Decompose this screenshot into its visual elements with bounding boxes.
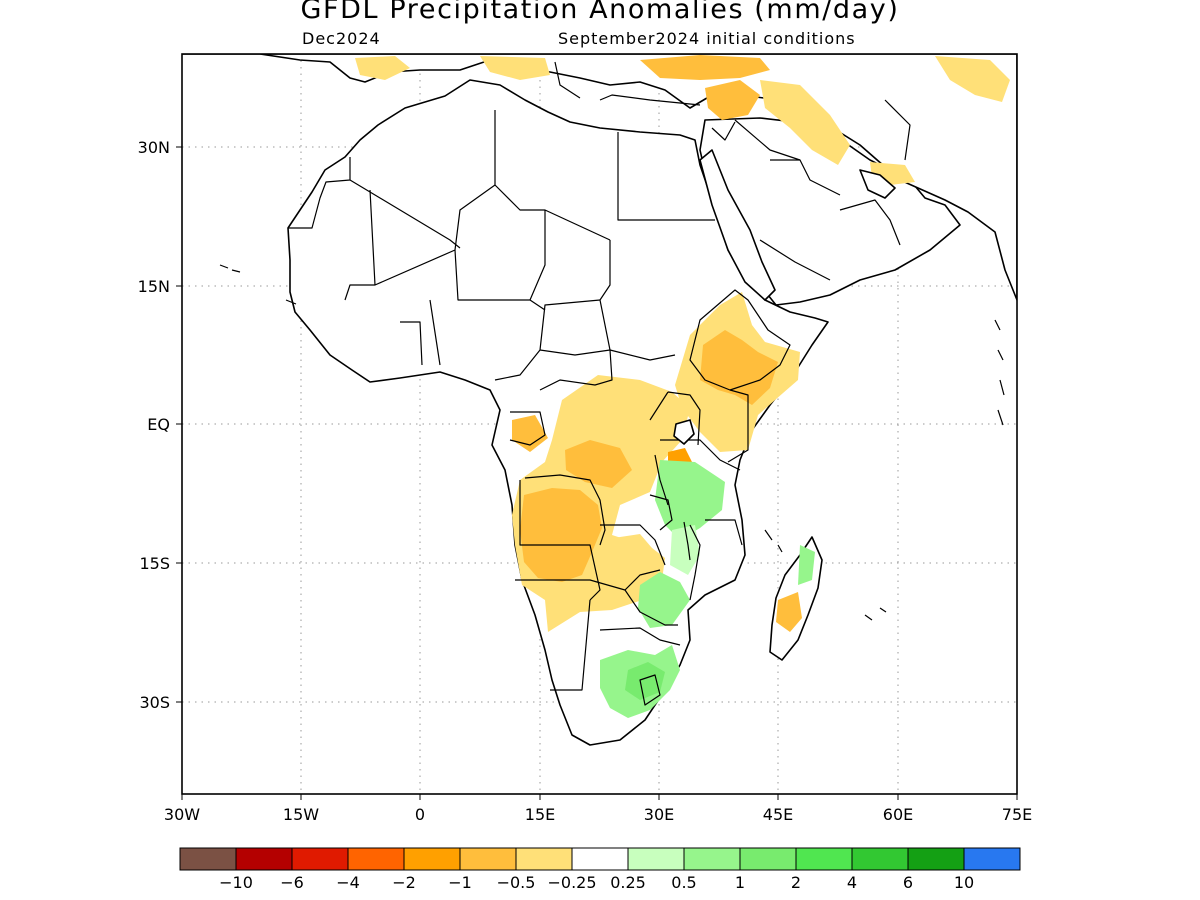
eurasia-landmass xyxy=(182,54,1017,301)
legend-label: 0.5 xyxy=(671,873,696,892)
axis-ticks xyxy=(176,146,1018,800)
y-tick-label: 30N xyxy=(138,138,170,157)
anomaly-dry-angola-inner xyxy=(520,488,602,582)
anomaly-wet-east-south-africa-core xyxy=(625,662,665,700)
anomaly-dry-turkey xyxy=(640,55,770,80)
x-tick-label: 30W xyxy=(164,805,200,824)
country-borders xyxy=(288,61,911,706)
anomaly-wet-mozambique xyxy=(638,572,690,628)
legend-swatch xyxy=(403,847,461,871)
legend-label: −4 xyxy=(336,873,360,892)
persian-gulf xyxy=(859,169,896,199)
comoros-islands xyxy=(764,529,783,553)
anomaly-dry-levant xyxy=(705,80,760,120)
legend-swatch xyxy=(739,847,797,871)
lake-malawi xyxy=(683,521,691,561)
x-tick-labels: 30W 15W 0 15E 30E 45E 60E 75E xyxy=(164,805,1032,824)
legend-label: 10 xyxy=(954,873,974,892)
y-tick-label: 15N xyxy=(138,277,170,296)
mascarene-islands xyxy=(864,607,887,621)
anomaly-dry-italy xyxy=(480,56,550,80)
x-tick-label: 75E xyxy=(1002,805,1032,824)
y-tick-labels: 30N 15N EQ 15S 30S xyxy=(138,138,170,712)
x-tick-label: 15E xyxy=(525,805,555,824)
legend-label: 2 xyxy=(791,873,801,892)
legend-label: −0.5 xyxy=(497,873,536,892)
legend-label: −2 xyxy=(392,873,416,892)
legend-label: 1 xyxy=(735,873,745,892)
y-tick-label: 15S xyxy=(139,554,170,573)
legend-swatch xyxy=(627,847,685,871)
anomaly-wet-malawi xyxy=(670,525,700,575)
legend-label: −0.25 xyxy=(547,873,596,892)
legend-label: 4 xyxy=(847,873,857,892)
legend-label: 0.25 xyxy=(610,873,646,892)
y-tick-label: 30S xyxy=(139,693,170,712)
legend-label: 6 xyxy=(903,873,913,892)
legend-swatch xyxy=(683,847,741,871)
color-legend-labels: −10 −6 −4 −2 −1 −0.5 −0.25 0.25 0.5 1 2 4 6 10 xyxy=(219,873,974,892)
color-legend xyxy=(179,847,1021,871)
lake-victoria xyxy=(673,419,695,445)
legend-swatch xyxy=(459,847,517,871)
legend-swatch xyxy=(571,847,629,871)
x-tick-label: 60E xyxy=(883,805,913,824)
legend-swatch xyxy=(907,847,965,871)
lake-tanganyika xyxy=(654,454,669,506)
legend-label: −10 xyxy=(219,873,253,892)
canary-islands xyxy=(219,264,241,273)
anomaly-dry-madagascar xyxy=(776,592,802,632)
x-tick-label: 15W xyxy=(283,805,319,824)
legend-label: −6 xyxy=(280,873,304,892)
x-tick-label: 0 xyxy=(415,805,425,824)
legend-swatch xyxy=(235,847,293,871)
x-tick-label: 30E xyxy=(644,805,674,824)
valid-month-label: Dec2024 xyxy=(302,29,381,48)
anomaly-dry-iberia xyxy=(355,56,410,80)
anomaly-dry-zambia xyxy=(595,534,660,595)
seychelles-islands xyxy=(994,319,1005,426)
legend-swatch xyxy=(795,847,853,871)
legend-swatch xyxy=(291,847,349,871)
legend-swatch xyxy=(963,847,1021,871)
anomaly-dry-central-inner xyxy=(565,440,632,488)
legend-swatch xyxy=(347,847,405,871)
red-sea xyxy=(699,149,776,301)
legend-swatch xyxy=(515,847,573,871)
legend-swatch xyxy=(179,847,237,871)
initial-conditions-label: September2024 initial conditions xyxy=(558,29,856,48)
cape-verde-islands xyxy=(285,299,297,305)
legend-swatch xyxy=(851,847,909,871)
anomaly-dry-arabia-north xyxy=(760,80,850,165)
x-tick-label: 45E xyxy=(763,805,793,824)
legend-label: −1 xyxy=(448,873,472,892)
anomaly-wet-madagascar xyxy=(798,545,815,585)
map-title: GFDL Precipitation Anomalies (mm/day) xyxy=(300,0,900,25)
lakes-and-islands xyxy=(219,149,1005,621)
africa-landmass xyxy=(287,79,829,746)
y-tick-label: EQ xyxy=(147,415,170,434)
anomaly-dry-iran-north xyxy=(935,56,1010,102)
